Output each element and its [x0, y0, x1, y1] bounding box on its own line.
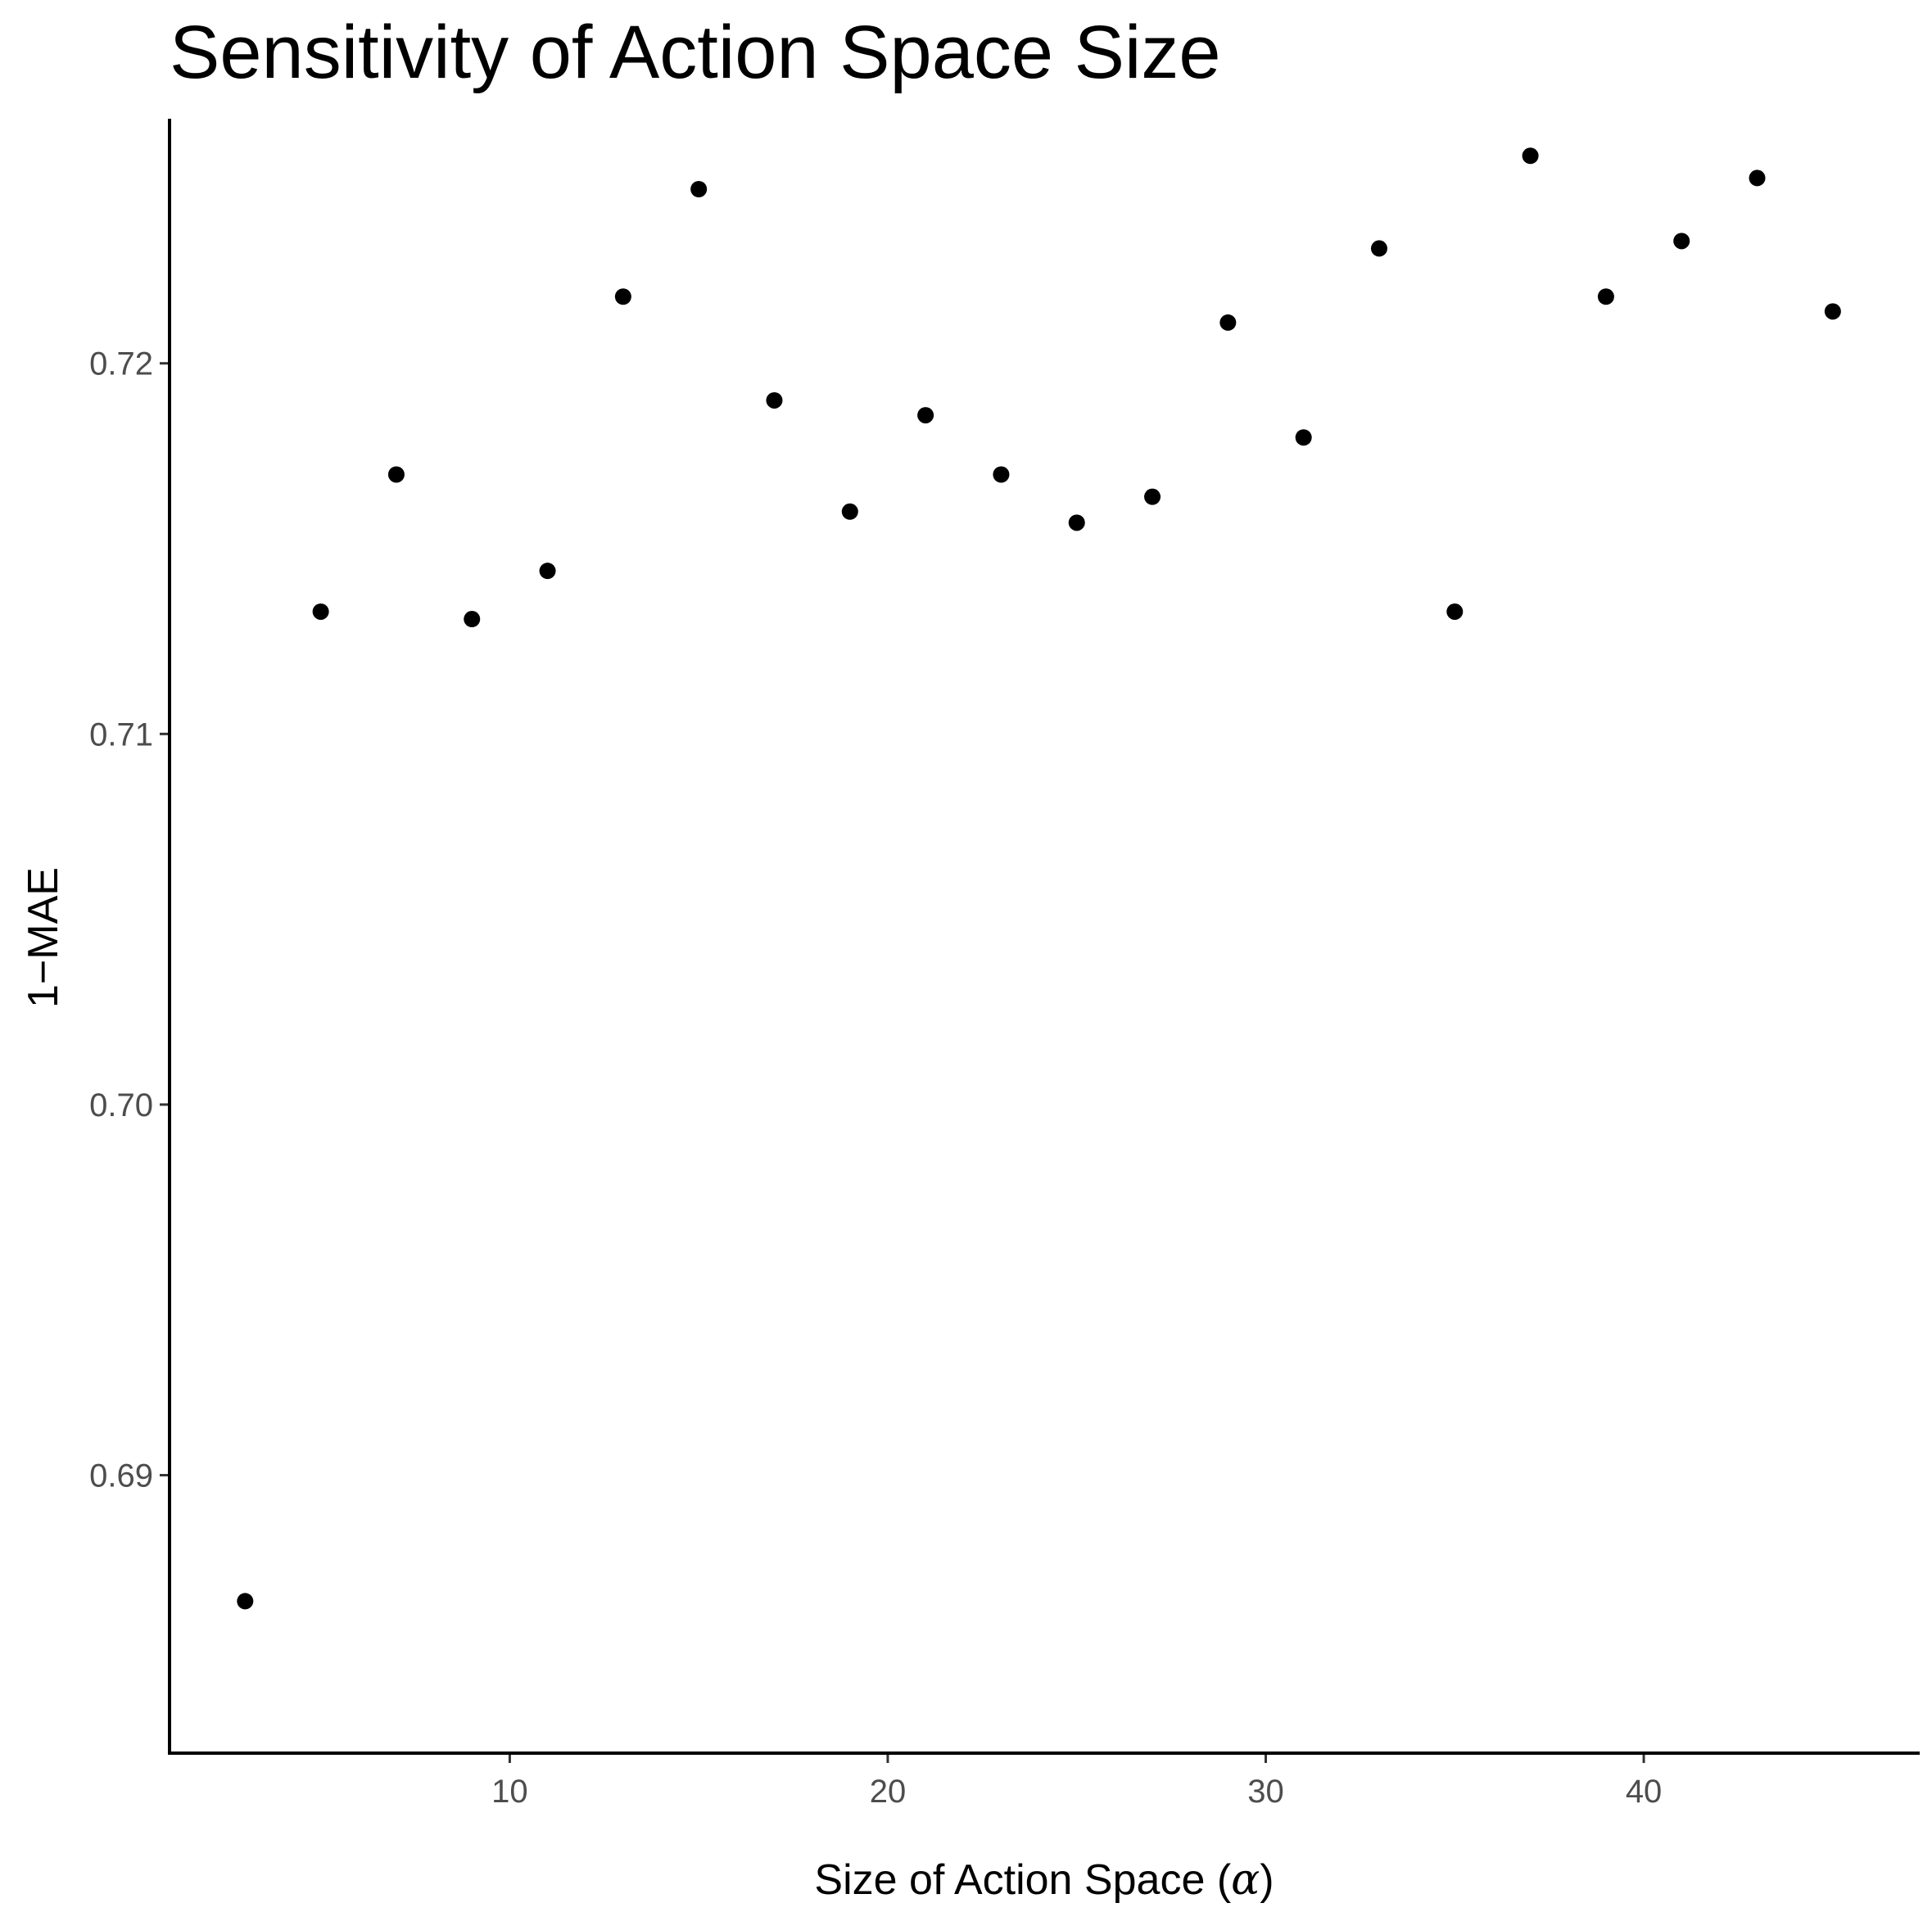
data-point	[1068, 514, 1085, 531]
data-point	[1673, 233, 1690, 250]
data-point	[539, 563, 556, 580]
y-tick-label: 0.72	[89, 346, 153, 382]
x-axis-title-close: )	[1260, 1856, 1274, 1904]
y-axis-title: 1−MAE	[20, 867, 67, 1008]
x-axis-title: Size of Action Space (α)	[814, 1855, 1274, 1905]
x-tick-label: 10	[491, 1774, 528, 1810]
x-tick-label: 30	[1247, 1774, 1284, 1810]
data-point	[237, 1593, 254, 1610]
data-point	[1597, 288, 1614, 305]
data-point	[1219, 314, 1237, 331]
y-tick-label: 0.71	[89, 716, 153, 753]
data-points	[237, 147, 1841, 1610]
data-point	[1370, 240, 1387, 257]
alpha-symbol: α	[1231, 1855, 1260, 1905]
data-point	[1749, 170, 1766, 187]
x-tick-label: 20	[870, 1774, 907, 1810]
data-point	[766, 391, 783, 409]
data-point	[312, 603, 329, 620]
x-axis-title-text: Size of Action Space (	[814, 1856, 1231, 1904]
chart-title: Sensitivity of Action Space Size	[170, 11, 1221, 94]
data-point	[993, 466, 1010, 483]
data-point	[1446, 603, 1464, 620]
x-axis-ticks: 10 20 30 40	[491, 1753, 1662, 1810]
data-point	[614, 288, 631, 305]
y-tick-label: 0.70	[89, 1087, 153, 1123]
data-point	[1295, 429, 1312, 446]
data-point	[690, 180, 708, 197]
y-axis-ticks: 0.69 0.70 0.71 0.72	[89, 346, 170, 1494]
data-point	[1824, 303, 1841, 320]
data-point	[917, 407, 934, 424]
data-point	[387, 466, 405, 483]
data-point	[841, 503, 858, 520]
y-tick-label: 0.69	[89, 1458, 153, 1494]
data-point	[464, 611, 481, 628]
data-point	[1144, 488, 1161, 505]
x-tick-label: 40	[1626, 1774, 1663, 1810]
data-point	[1522, 147, 1539, 165]
